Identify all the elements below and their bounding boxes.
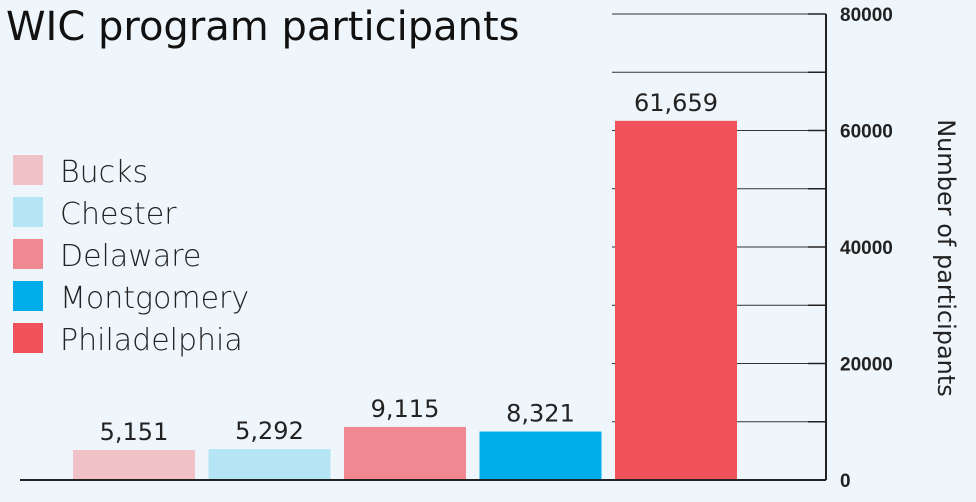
y-axis: 0 20000 40000 60000 80000 [20, 5, 893, 492]
bar-montgomery [479, 431, 602, 480]
legend-swatch-delaware [13, 239, 43, 269]
y-tick-label: 40000 [840, 238, 893, 259]
value-label: 9,115 [371, 395, 440, 423]
value-label: 8,321 [506, 400, 575, 428]
bar-delaware [344, 426, 466, 480]
legend-label: Chester [60, 197, 177, 232]
value-label: 5,151 [100, 418, 169, 446]
bar-chester [208, 449, 331, 480]
legend-swatch-montgomery [13, 281, 43, 311]
y-tick-label: 20000 [840, 355, 893, 376]
bars [73, 120, 737, 480]
chart-title: WIC program participants [6, 4, 519, 50]
legend-swatch-bucks [13, 155, 43, 185]
bar-bucks [73, 449, 195, 480]
legend-label: Montgomery [60, 281, 249, 316]
y-axis-title: Number of participants [932, 119, 960, 397]
legend-label: Delaware [60, 239, 201, 274]
value-labels: 5,151 5,292 9,115 8,321 61,659 [100, 89, 718, 446]
y-tick-label: 0 [840, 471, 851, 492]
bar-philadelphia [615, 120, 737, 480]
value-label: 61,659 [634, 89, 718, 117]
legend-label: Bucks [60, 155, 148, 190]
y-tick-label: 80000 [840, 5, 893, 26]
legend-swatch-chester [13, 197, 43, 227]
y-tick-label: 60000 [840, 122, 893, 143]
legend-swatch-philadelphia [13, 323, 43, 353]
legend: Bucks Chester Delaware Montgomery Philadelph… [13, 155, 249, 358]
legend-label: Philadelphia [60, 323, 243, 358]
value-label: 5,292 [235, 417, 304, 445]
